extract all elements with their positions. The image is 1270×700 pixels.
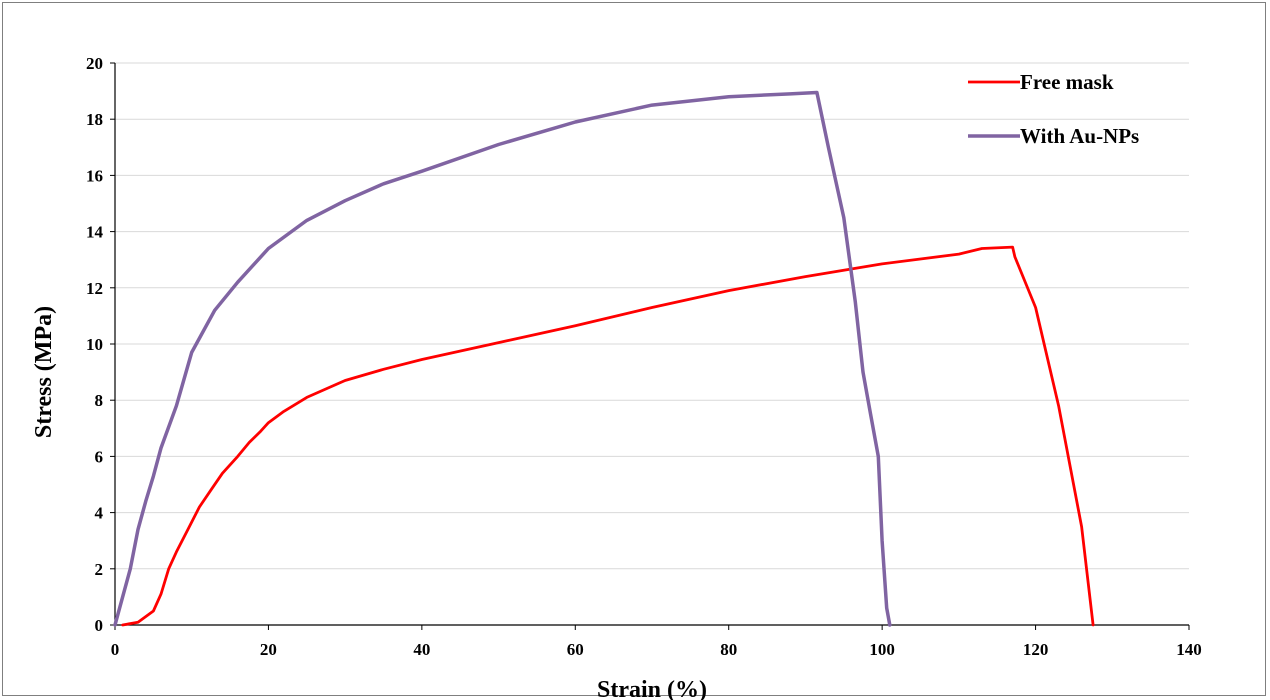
- x-tick-label: 20: [260, 640, 277, 659]
- series-line-with-au-nps: [113, 90, 892, 627]
- gridlines: [115, 62, 1189, 570]
- legend: Free mask With Au-NPs: [968, 70, 1139, 148]
- series-lines: [113, 90, 1095, 627]
- y-tick-label: 20: [86, 54, 103, 73]
- x-tick-label: 60: [567, 640, 584, 659]
- x-tick-label: 140: [1176, 640, 1202, 659]
- axes: 0 2 4 6 8 10 12 14 16 18 20 0 20 40 60 80 100 120 140: [86, 54, 1202, 659]
- y-tick-label: 4: [95, 504, 104, 523]
- y-tick-label: 0: [95, 616, 104, 635]
- x-axis-title: Strain (%): [597, 677, 707, 700]
- y-tick-label: 16: [86, 166, 103, 185]
- x-tick-label: 40: [413, 640, 430, 659]
- legend-label: Free mask: [1020, 70, 1114, 94]
- y-tick-label: 12: [86, 279, 103, 298]
- y-axis-title: Stress (MPa): [31, 306, 57, 438]
- y-tick-label: 2: [95, 560, 104, 579]
- y-tick-label: 10: [86, 335, 103, 354]
- x-tick-label: 80: [720, 640, 737, 659]
- y-tick-label: 8: [95, 391, 104, 410]
- y-tick-label: 18: [86, 110, 103, 129]
- x-tick-label: 120: [1023, 640, 1049, 659]
- series-line-free-mask: [121, 245, 1095, 627]
- x-tick-label: 0: [111, 640, 120, 659]
- y-tick-label: 6: [95, 447, 104, 466]
- x-tick-label: 100: [869, 640, 895, 659]
- legend-label: With Au-NPs: [1020, 124, 1139, 148]
- y-tick-label: 14: [86, 223, 104, 242]
